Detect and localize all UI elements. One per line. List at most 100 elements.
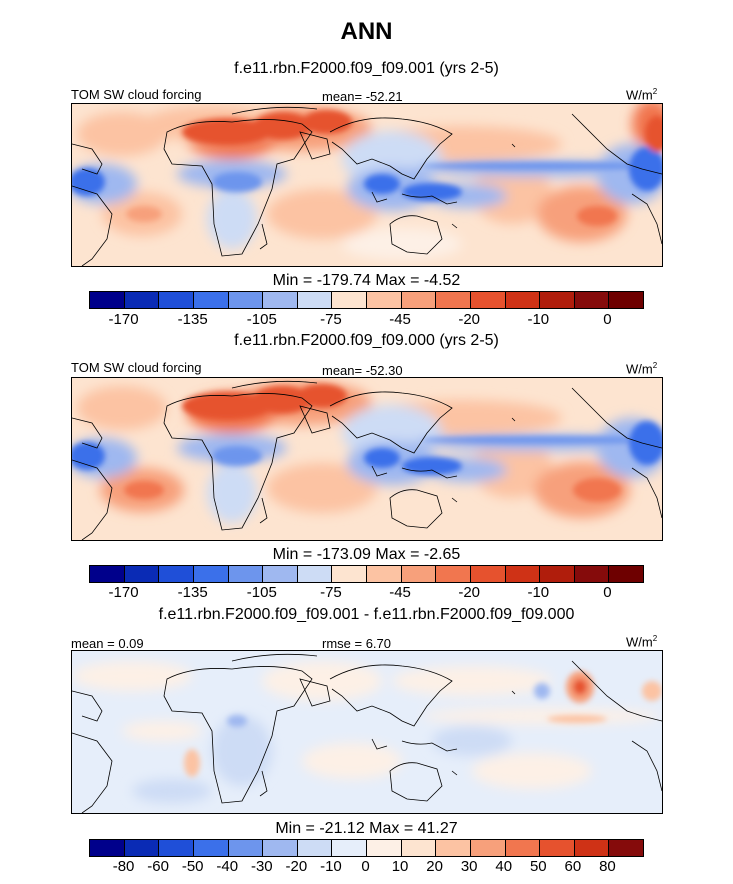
panel2-case-title: f.e11.rbn.F2000.f09_f09.000 (yrs 2-5) xyxy=(234,332,499,349)
colorbar-swatch xyxy=(263,292,298,308)
colorbar-swatch xyxy=(470,566,506,582)
colorbar-swatch xyxy=(297,292,333,308)
colorbar-swatch xyxy=(470,840,506,856)
colorbar-swatch xyxy=(609,840,643,856)
panel3-colorbar-ticks: -80 -60 -50 -40 -30 -20 -10 0 10 20 30 40 50 60 80 xyxy=(89,858,642,876)
colorbar-swatch xyxy=(332,292,367,308)
colorbar-tick-label: -20 xyxy=(458,311,481,328)
colorbar-swatch xyxy=(367,292,402,308)
colorbar-swatch xyxy=(401,566,437,582)
colorbar-tick-label: 50 xyxy=(529,858,547,875)
colorbar-swatch xyxy=(90,566,125,582)
colorbar-swatch xyxy=(90,292,125,308)
panel1-case-title: f.e11.rbn.F2000.f09_f09.001 (yrs 2-5) xyxy=(234,60,499,77)
panel1-map xyxy=(71,103,663,267)
colorbar-swatch xyxy=(540,292,575,308)
colorbar-swatch xyxy=(332,840,367,856)
panel3-minmax: Min = -21.12 Max = 41.27 xyxy=(275,820,458,837)
colorbar-swatch xyxy=(90,840,125,856)
colorbar-tick-label: -170 xyxy=(108,584,139,601)
colorbar-swatch xyxy=(124,292,160,308)
colorbar-tick-label: 40 xyxy=(495,858,513,875)
colorbar-swatch xyxy=(401,840,437,856)
colorbar-tick-label: -20 xyxy=(458,584,481,601)
panel1-units: W/m2 xyxy=(626,87,658,103)
colorbar-swatch xyxy=(332,566,367,582)
panel2-colorbar xyxy=(89,565,644,583)
colorbar-tick-label: 80 xyxy=(599,858,616,875)
colorbar-tick-label: 20 xyxy=(426,858,443,875)
colorbar-tick-label: -20 xyxy=(285,858,308,875)
plot-title: ANN xyxy=(340,18,393,45)
colorbar-swatch xyxy=(124,840,160,856)
colorbar-tick-label: -45 xyxy=(389,311,411,328)
colorbar-swatch xyxy=(297,840,333,856)
panel1-mean-label: mean= -52.21 xyxy=(322,89,403,104)
panel1-variable-label: TOM SW cloud forcing xyxy=(71,87,202,102)
colorbar-swatch xyxy=(228,292,264,308)
colorbar-swatch xyxy=(436,840,471,856)
panel1-minmax: Min = -179.74 Max = -4.52 xyxy=(272,272,461,289)
panel2-colorbar-ticks: -170 -135 -105 -75 -45 -20 -10 0 xyxy=(89,584,642,602)
colorbar-swatch xyxy=(401,292,437,308)
colorbar-tick-label: 30 xyxy=(460,858,478,875)
colorbar-swatch xyxy=(540,566,575,582)
colorbar-tick-label: -10 xyxy=(527,584,550,601)
colorbar-swatch xyxy=(367,840,402,856)
colorbar-swatch xyxy=(609,292,643,308)
colorbar-swatch xyxy=(228,840,264,856)
panel3-map-field xyxy=(72,651,662,813)
colorbar-tick-label: 0 xyxy=(603,584,612,601)
colorbar-tick-label: -60 xyxy=(147,858,169,875)
colorbar-swatch xyxy=(159,292,194,308)
colorbar-swatch xyxy=(574,566,610,582)
colorbar-tick-label: -80 xyxy=(112,858,135,875)
colorbar-tick-label: -75 xyxy=(320,584,342,601)
colorbar-swatch xyxy=(367,566,402,582)
panel3-units: W/m2 xyxy=(626,634,658,650)
colorbar-tick-label: -30 xyxy=(250,858,273,875)
colorbar-tick-label: -75 xyxy=(320,311,342,328)
colorbar-swatch xyxy=(124,566,160,582)
panel3-case-title: f.e11.rbn.F2000.f09_f09.001 - f.e11.rbn.… xyxy=(158,606,575,623)
panel2-map-field xyxy=(72,378,662,540)
colorbar-swatch xyxy=(193,566,229,582)
panel2-units: W/m2 xyxy=(626,361,658,377)
colorbar-swatch xyxy=(505,292,541,308)
panel3-map xyxy=(71,650,663,814)
colorbar-tick-label: -135 xyxy=(177,584,208,601)
colorbar-swatch xyxy=(297,566,333,582)
colorbar-swatch xyxy=(505,840,541,856)
colorbar-tick-label: 0 xyxy=(361,858,370,875)
colorbar-swatch xyxy=(436,292,471,308)
colorbar-tick-label: -10 xyxy=(527,311,550,328)
panel3-rmse-label: rmse = 6.70 xyxy=(322,636,392,651)
colorbar-swatch xyxy=(436,566,471,582)
colorbar-tick-label: -170 xyxy=(108,311,139,328)
colorbar-swatch xyxy=(228,566,264,582)
panel1-colorbar-ticks: -170 -135 -105 -75 -45 -20 -10 0 xyxy=(89,311,642,329)
colorbar-swatch xyxy=(540,840,575,856)
panel2-map xyxy=(71,377,663,541)
colorbar-tick-label: -105 xyxy=(246,311,277,328)
colorbar-tick-label: 60 xyxy=(564,858,582,875)
colorbar-tick-label: -135 xyxy=(177,311,208,328)
panel2-mean-label: mean= -52.30 xyxy=(322,363,403,378)
colorbar-swatch xyxy=(263,840,298,856)
colorbar-swatch xyxy=(574,840,610,856)
colorbar-swatch xyxy=(193,840,229,856)
colorbar-swatch xyxy=(574,292,610,308)
panel1-map-field xyxy=(72,104,662,266)
panel2-minmax: Min = -173.09 Max = -2.65 xyxy=(272,546,461,563)
colorbar-tick-label: -50 xyxy=(181,858,204,875)
colorbar-swatch xyxy=(159,566,194,582)
colorbar-tick-label: -45 xyxy=(389,584,411,601)
colorbar-swatch xyxy=(159,840,194,856)
colorbar-swatch xyxy=(263,566,298,582)
colorbar-tick-label: -10 xyxy=(320,858,342,875)
colorbar-swatch xyxy=(193,292,229,308)
colorbar-tick-label: 0 xyxy=(603,311,612,328)
colorbar-swatch xyxy=(505,566,541,582)
colorbar-tick-label: 10 xyxy=(391,858,409,875)
panel1-colorbar xyxy=(89,291,644,309)
